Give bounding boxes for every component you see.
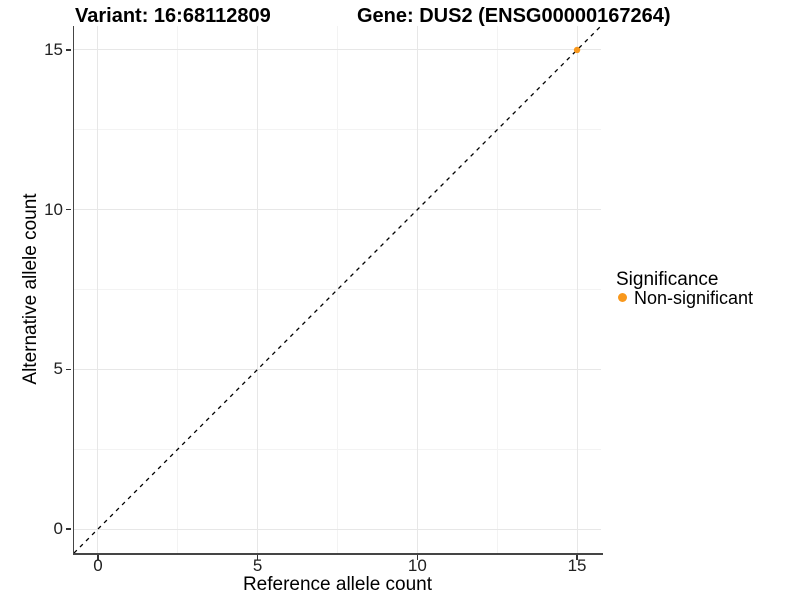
x-tick-label: 5 [252,556,263,575]
x-axis-line [72,553,603,555]
y-gridline-major [74,49,601,51]
x-tick-label: 15 [567,556,587,575]
x-gridline-major [97,26,99,553]
x-tick-mark [256,555,259,560]
y-tick-label: 5 [53,359,63,379]
x-tick-mark [97,555,99,560]
y-tick-mark [66,368,71,371]
x-tick-mark [576,555,578,560]
chart-area [74,26,601,553]
x-gridline-major [257,26,259,553]
plot-title-variant: Variant: 16:68112809 [75,5,271,27]
x-gridline-major [576,26,578,553]
legend-title: Significance [616,269,719,290]
x-tick-label: 10 [407,556,427,575]
y-axis-title: Alternative allele count [20,193,41,385]
y-tick-label: 0 [53,519,63,539]
identity-dashed-line [74,26,601,553]
y-gridline-minor [74,448,601,450]
legend-point-icon [618,293,627,302]
y-tick-mark [66,528,71,530]
y-gridline-minor [74,289,601,290]
y-tick-mark [66,49,71,51]
x-gridline-major [416,26,418,553]
plot-panel [74,26,601,553]
y-tick-mark [66,208,71,211]
x-tick-label: 0 [93,556,103,575]
data-point [573,46,581,54]
x-axis-title: Reference allele count [242,574,433,595]
x-tick-mark [416,555,419,560]
y-gridline-major [74,209,601,211]
y-tick-label: 10 [44,199,63,219]
y-gridline-major [74,368,601,370]
plot-title-gene: Gene: DUS2 (ENSG00000167264) [357,5,671,27]
y-gridline-major [74,528,601,530]
y-axis-line [72,26,74,555]
y-tick-label: 15 [44,39,63,59]
y-gridline-minor [74,129,601,131]
legend-item-label: Non-significant [634,288,754,308]
